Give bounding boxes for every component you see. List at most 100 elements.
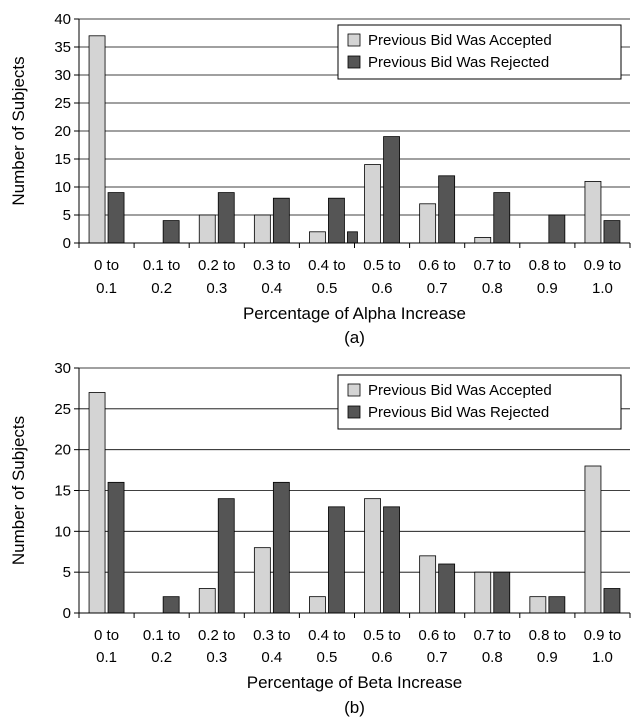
- x-tick-label: 0.7: [427, 649, 448, 666]
- x-tick-label: 0.6 to: [418, 257, 456, 274]
- bar-rejected-9: [548, 596, 566, 614]
- y-tick-label: 20: [54, 123, 71, 140]
- bar-rejected-2: [162, 220, 180, 244]
- x-tick-label: 0.2: [151, 280, 172, 297]
- x-tick-label: 0.4: [261, 280, 282, 297]
- bar-accepted-7: [419, 555, 437, 614]
- bar-rejected-10: [603, 588, 621, 614]
- x-axis-title: Percentage of Alpha Increase: [243, 304, 466, 323]
- bar-rejected-3: [217, 192, 235, 244]
- x-tick-label: 0.7 to: [473, 257, 511, 274]
- legend-label: Previous Bid Was Rejected: [368, 404, 549, 421]
- bar-accepted-6: [364, 498, 381, 614]
- bar-accepted-1: [88, 35, 106, 244]
- x-tick-label: 0.2 to: [198, 627, 236, 644]
- x-tick-label: 0.1: [96, 280, 117, 297]
- x-tick-label: 0.5 to: [363, 257, 401, 274]
- bar-rejected-5: [328, 506, 345, 614]
- x-tick-label: 0.6 to: [418, 627, 456, 644]
- bar-rejected-1: [107, 481, 125, 614]
- y-tick-label: 15: [54, 483, 71, 500]
- bar-rejected-5: [328, 197, 345, 244]
- x-tick-label: 0.3 to: [253, 257, 291, 274]
- x-tick-label: 0.5: [317, 649, 338, 666]
- y-tick-label: 30: [54, 67, 71, 84]
- x-tick-label: 0.4 to: [308, 627, 346, 644]
- legend-swatch: [347, 33, 361, 47]
- bar-rejected-4: [272, 481, 290, 614]
- legend-swatch: [347, 405, 361, 419]
- bar-rejected-2: [162, 596, 180, 614]
- bar-accepted-9: [529, 596, 547, 614]
- legend-label: Previous Bid Was Accepted: [368, 32, 552, 49]
- y-tick-label: 25: [54, 95, 71, 112]
- bar-accepted-6: [364, 164, 381, 244]
- bar-accepted-5: [309, 596, 326, 614]
- legend-box: [337, 374, 622, 430]
- bar-rejected-6: [383, 506, 400, 614]
- x-tick-label: 0.1 to: [143, 627, 181, 644]
- x-tick-label: 0.9: [537, 280, 558, 297]
- bar-rejected-6: [383, 136, 400, 244]
- y-tick-label: 40: [54, 11, 71, 28]
- legend-label: Previous Bid Was Rejected: [368, 54, 549, 71]
- y-tick-label: 10: [54, 179, 71, 196]
- x-tick-label: 0.8: [482, 280, 503, 297]
- x-tick-label: 0.7: [427, 280, 448, 297]
- bar-accepted-8: [474, 571, 492, 614]
- y-tick-label: 0: [63, 605, 71, 622]
- y-tick-label: 25: [54, 401, 71, 418]
- bar-rejected-4: [272, 197, 290, 244]
- x-tick-label: 0.3 to: [253, 627, 291, 644]
- x-tick-label: 0.9: [537, 649, 558, 666]
- bar-rejected-9: [548, 214, 566, 244]
- bar-rejected-8: [493, 571, 511, 614]
- bar-accepted-10: [584, 465, 602, 614]
- legend: Previous Bid Was Accepted Previous Bid Wa…: [337, 24, 622, 80]
- x-tick-label: 0.4: [261, 649, 282, 666]
- bar-rejected-7: [438, 175, 456, 244]
- x-tick-label: 0.2 to: [198, 257, 236, 274]
- bar-accepted-3: [198, 588, 216, 614]
- bar-accepted-5: [309, 231, 326, 244]
- x-tick-label: 0.3: [206, 280, 227, 297]
- y-axis-title: Number of Subjects: [9, 56, 28, 205]
- chart-caption: (b): [344, 698, 365, 717]
- bar-rejected-3: [217, 498, 235, 614]
- x-tick-label: 0.8: [482, 649, 503, 666]
- chart-2: 0 5 10 15 20 25 30 0 to 0.1 0.1 to 0.2 0.2 to 0.3 0.3…: [9, 360, 631, 717]
- chart-caption: (a): [344, 328, 365, 347]
- bar-accepted-4: [253, 547, 271, 614]
- bar-rejected-10: [603, 220, 621, 244]
- x-tick-label: 0.3: [206, 649, 227, 666]
- x-tick-label: 0.1 to: [143, 257, 181, 274]
- x-tick-label: 0.7 to: [473, 627, 511, 644]
- legend-swatch: [347, 55, 361, 69]
- x-tick-label: 0.2: [151, 649, 172, 666]
- legend-box: [337, 24, 622, 80]
- y-tick-label: 20: [54, 442, 71, 459]
- bar-accepted-8: [474, 236, 492, 244]
- legend: Previous Bid Was Accepted Previous Bid Wa…: [337, 374, 622, 430]
- y-tick-label: 5: [63, 564, 71, 581]
- x-tick-label: 1.0: [592, 280, 613, 297]
- x-tick-label: 0.1: [96, 649, 117, 666]
- x-tick-label: 0.5 to: [363, 627, 401, 644]
- bar-accepted-10: [584, 180, 602, 244]
- y-tick-label: 10: [54, 523, 71, 540]
- bar-accepted-3: [198, 214, 216, 244]
- x-tick-label: 0.6: [372, 280, 393, 297]
- y-tick-label: 5: [63, 207, 71, 224]
- legend-label: Previous Bid Was Accepted: [368, 382, 552, 399]
- bar-accepted-4: [253, 214, 271, 244]
- x-tick-label: 0.9 to: [584, 257, 622, 274]
- x-tick-label: 0 to: [94, 627, 119, 644]
- bar-extra-1: [347, 231, 358, 244]
- y-tick-label: 0: [63, 235, 71, 252]
- x-tick-label: 1.0: [592, 649, 613, 666]
- bar-rejected-7: [438, 563, 456, 614]
- x-tick-label: 0.5: [317, 280, 338, 297]
- x-tick-label: 0.9 to: [584, 627, 622, 644]
- y-axis-title: Number of Subjects: [9, 416, 28, 565]
